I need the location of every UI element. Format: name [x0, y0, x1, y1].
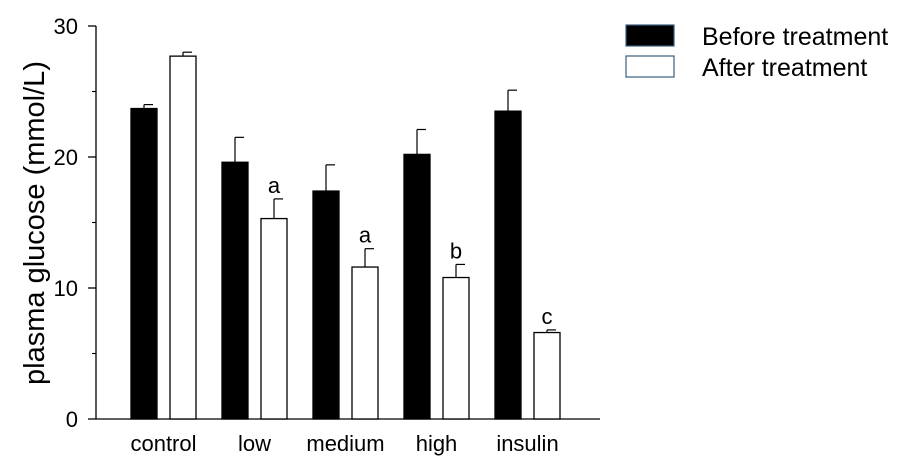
- bar-before-high: [403, 153, 431, 420]
- y-axis-label: plasma glucose (mmol/L): [19, 61, 51, 385]
- legend-label: After treatment: [702, 54, 867, 82]
- y-tick-label: 0: [66, 407, 78, 432]
- bar-after-insulin: [533, 331, 561, 420]
- bar-before-medium: [312, 190, 340, 420]
- legend-swatch-before: [625, 24, 675, 47]
- bar-after-low: [260, 217, 288, 420]
- bar-after-medium: [351, 266, 379, 420]
- x-tick-label: low: [238, 431, 271, 456]
- x-tick-label: insulin: [496, 431, 558, 456]
- y-tick-label: 10: [54, 276, 78, 301]
- significance-label: c: [542, 304, 553, 329]
- legend-label: Before treatment: [702, 23, 888, 51]
- bar-before-low: [221, 161, 249, 420]
- y-tick-label: 20: [54, 145, 78, 170]
- bar-after-control: [169, 55, 197, 420]
- x-tick-label: control: [130, 431, 196, 456]
- x-tick-labels: control low medium high insulin: [130, 431, 558, 456]
- y-axis: 0 10 20 30: [54, 14, 97, 432]
- bar-after-high: [442, 276, 470, 420]
- bar-before-control: [130, 107, 158, 420]
- bar-before-insulin: [494, 110, 522, 420]
- bars-group: a a b c: [130, 51, 561, 420]
- x-tick-label: medium: [306, 431, 384, 456]
- legend-swatch-after: [625, 55, 675, 78]
- significance-label: b: [450, 238, 462, 263]
- y-tick-label: 30: [54, 14, 78, 39]
- legend: Before treatment After treatment: [625, 23, 888, 82]
- x-tick-label: high: [416, 431, 458, 456]
- significance-label: a: [268, 173, 281, 198]
- significance-label: a: [359, 223, 372, 248]
